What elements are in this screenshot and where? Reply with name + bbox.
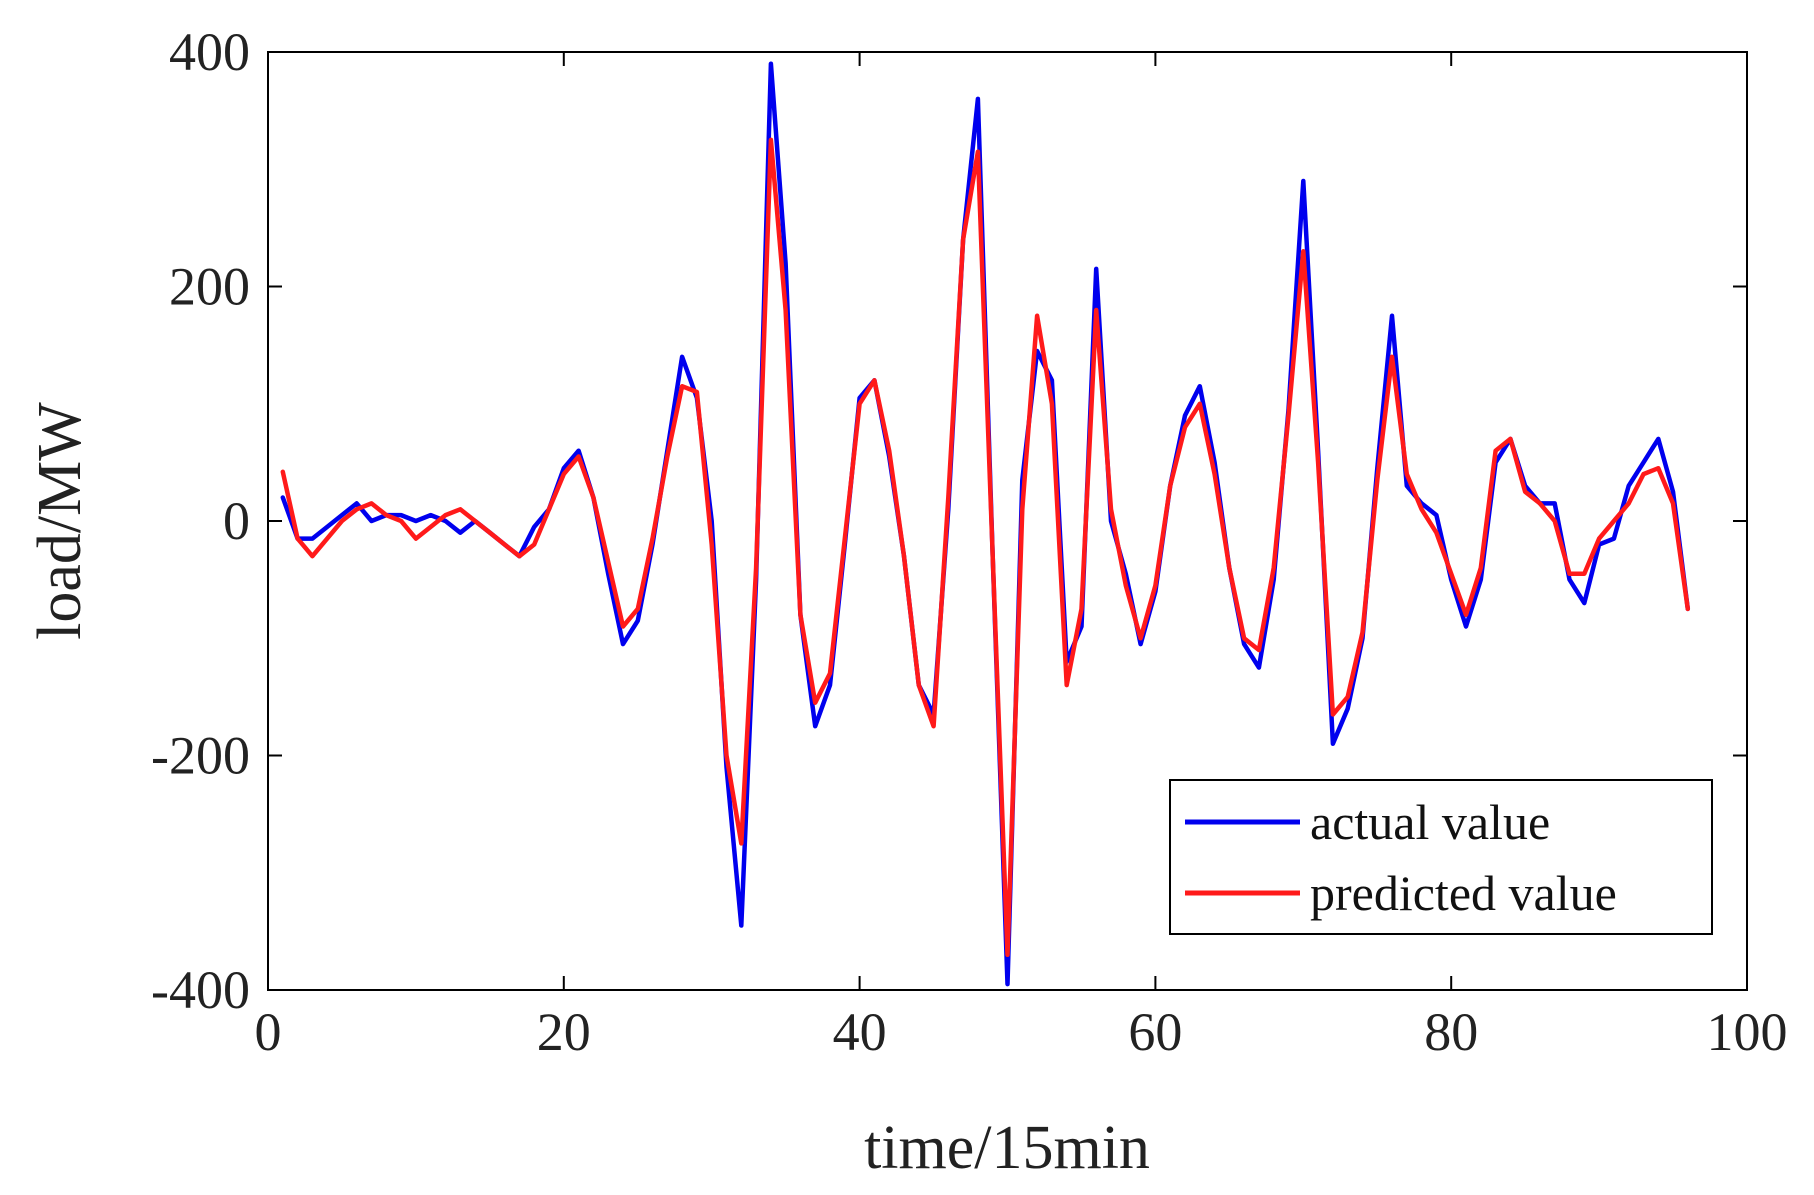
x-axis-label: time/15min [864,1114,1150,1182]
x-tick-label: 80 [1424,1002,1478,1062]
axis-ticks [267,51,1748,991]
y-tick-label: 0 [223,491,250,551]
series-layer [280,61,1691,987]
y-tick-label: -200 [151,726,250,786]
x-tick-label: 100 [1707,1002,1788,1062]
x-tick-label: 40 [833,1002,887,1062]
y-tick-labels: -400 -200 0 200 400 [151,22,250,1020]
x-tick-label: 0 [255,1002,282,1062]
y-axis-label: load/MW [26,402,94,640]
x-tick-label: 20 [537,1002,591,1062]
legend-label-actual-value: actual value [1310,794,1550,850]
x-tick-label: 60 [1128,1002,1182,1062]
y-tick-label: 400 [169,22,250,82]
y-tick-label: -400 [151,960,250,1020]
legend-box [1169,779,1713,935]
series-line-predicted-value [280,137,1691,958]
legend: actual value predicted value [1169,779,1713,935]
y-tick-label: 200 [169,257,250,317]
x-tick-labels: 0 20 40 60 80 100 [255,1002,1788,1062]
legend-label-predicted-value: predicted value [1310,865,1617,921]
